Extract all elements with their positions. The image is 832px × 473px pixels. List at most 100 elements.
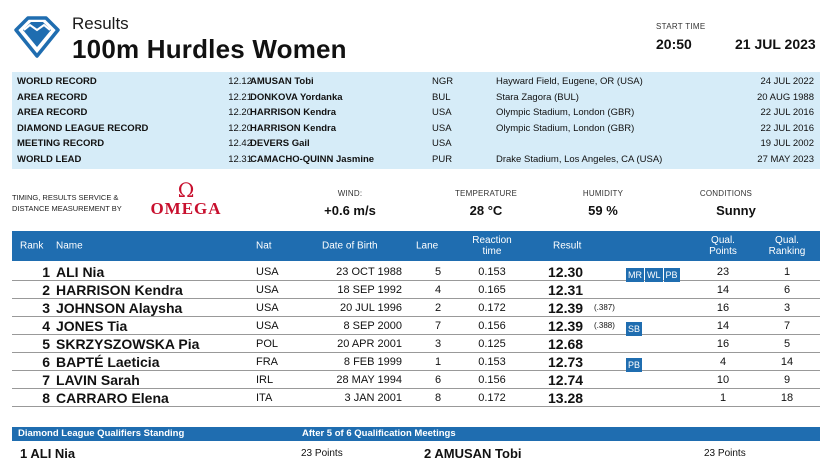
record-nat: BUL [432, 91, 451, 103]
record-row: AREA RECORD 12.20 HARRISON Kendra USA Olympi… [12, 105, 820, 121]
record-performance: 12.31 [228, 153, 252, 165]
record-type: DIAMOND LEAGUE RECORD [17, 122, 149, 134]
reaction-time: 0.153 [478, 266, 506, 278]
result-time: 12.68 [548, 336, 584, 352]
record-holder: DEVERS Gail [250, 138, 310, 149]
athlete-dob: 8 FEB 1999 [343, 356, 402, 368]
record-date: 24 JUL 2022 [760, 76, 814, 87]
omega-logo: Ω OMEGA [146, 180, 226, 222]
qual-ranking: 14 [780, 356, 794, 368]
record-venue: Stara Zagora (BUL) [496, 91, 579, 103]
header-reaction-line2: time [482, 246, 502, 257]
record-row: MEETING RECORD 12.42 DEVERS Gail USA 19 JUL … [12, 136, 820, 152]
result-rank: 6 [42, 354, 50, 370]
header-dob: Date of Birth [322, 240, 378, 252]
qual-points: 14 [716, 320, 730, 332]
qual-ranking: 9 [783, 374, 791, 386]
record-holder: HARRISON Kendra [250, 107, 337, 118]
athlete-nat: POL [256, 338, 279, 350]
record-type: WORLD LEAD [17, 153, 82, 165]
table-row: 8 CARRARO Elena ITA 3 JAN 2001 8 0.172 13.28 1 1… [12, 389, 820, 407]
header-lane: Lane [416, 240, 439, 252]
table-row: 6 BAPTÉ Laeticia FRA 8 FEB 1999 1 0.153 12.73 4… [12, 353, 820, 373]
table-row: 1 ALI Nia USA 23 OCT 1988 5 0.153 12.30 23 1 MR WL… [12, 263, 820, 282]
lane: 4 [434, 284, 442, 296]
record-nat: USA [432, 138, 452, 149]
record-performance: 12.12 [228, 76, 252, 87]
record-nat: USA [432, 122, 452, 134]
results-label: Results [72, 14, 129, 33]
page-title: 100m Hurdles Women [72, 34, 347, 64]
record-venue: Olympic Stadium, London (GBR) [496, 122, 635, 134]
athlete-dob: 18 SEP 1992 [337, 284, 402, 296]
standing-points-1: 23 Points [301, 448, 343, 459]
record-date: 22 JUL 2016 [760, 122, 814, 134]
record-type: AREA RECORD [17, 107, 88, 118]
athlete-dob: 20 APR 2001 [337, 338, 402, 350]
standing-header: Diamond League Qualifiers Standing After… [12, 427, 820, 441]
athlete-name: SKRZYSZOWSKA Pia [56, 336, 200, 352]
header-qual-points: Qual. Points [702, 235, 744, 257]
record-nat: PUR [432, 153, 453, 165]
result-rank: 5 [42, 336, 50, 352]
table-row: 2 HARRISON Kendra USA 18 SEP 1992 4 0.165 12.3… [12, 281, 820, 299]
qual-points: 23 [716, 266, 730, 278]
reaction-time: 0.156 [478, 374, 506, 386]
record-badges: PB [626, 355, 643, 373]
athlete-nat: USA [256, 302, 279, 314]
record-venue: Olympic Stadium, London (GBR) [496, 107, 635, 118]
header-qual-ranking: Qual. Ranking [764, 235, 810, 257]
result-time: 13.28 [548, 390, 584, 406]
result-time: 12.30 [548, 264, 584, 280]
timing-credit: TIMING, RESULTS SERVICE & DISTANCE MEASU… [12, 192, 142, 214]
start-time-label: START TIME [656, 22, 706, 31]
event-date: 21 JUL 2023 [735, 36, 816, 52]
record-badges: SB [626, 319, 643, 337]
qual-ranking: 3 [783, 302, 791, 314]
record-venue: Drake Stadium, Los Angeles, CA (USA) [496, 153, 663, 165]
reaction-time: 0.165 [478, 284, 506, 296]
reaction-time: 0.172 [478, 392, 506, 404]
athlete-nat: USA [256, 320, 279, 332]
record-row: DIAMOND LEAGUE RECORD 12.20 HARRISON Kendr… [12, 121, 820, 137]
athlete-dob: 20 JUL 1996 [340, 302, 402, 314]
omega-symbol-icon: Ω [177, 178, 195, 202]
record-venue: Hayward Field, Eugene, OR (USA) [496, 76, 643, 87]
standing-entry-1: 1 ALI Nia [20, 446, 76, 461]
standing-points-2: 23 Points [704, 448, 746, 459]
header-points-line1: Qual. [711, 235, 735, 246]
record-holder: HARRISON Kendra [250, 122, 337, 134]
header-reaction-line1: Reaction [472, 235, 512, 246]
records-panel: WORLD RECORD 12.12 AMUSAN Tobi NGR Hayward F… [12, 72, 820, 169]
record-holder: AMUSAN Tobi [250, 76, 314, 87]
conditions-label: CONDITIONS [699, 189, 753, 198]
record-performance: 12.20 [228, 122, 252, 134]
record-row: AREA RECORD 12.21 DONKOVA Yordanka BUL Stara… [12, 90, 820, 106]
record-type: AREA RECORD [17, 91, 88, 103]
start-time: 20:50 [656, 36, 692, 52]
record-performance: 12.42 [228, 138, 252, 149]
qual-ranking: 1 [783, 266, 791, 278]
standing-title: Diamond League Qualifiers Standing [18, 428, 185, 439]
result-time: 12.73 [548, 354, 584, 370]
wind-value: +0.6 m/s [324, 203, 376, 218]
qual-ranking: 5 [783, 338, 791, 350]
timing-line-1: TIMING, RESULTS SERVICE & [12, 193, 119, 202]
record-row: WORLD LEAD 12.31 CAMACHO-QUINN Jasmine PUR D… [12, 152, 820, 168]
record-date: 20 AUG 1988 [756, 91, 814, 103]
qual-points: 16 [716, 338, 730, 350]
athlete-name: ALI Nia [56, 264, 105, 280]
result-rank: 7 [42, 372, 50, 388]
record-date: 19 JUL 2002 [760, 138, 814, 149]
humidity-label: HUMIDITY [582, 189, 624, 198]
lane: 7 [434, 320, 442, 332]
athlete-dob: 23 OCT 1988 [336, 266, 402, 278]
record-badge: PB [663, 268, 680, 282]
record-holder: CAMACHO-QUINN Jasmine [250, 153, 375, 165]
timing-line-2: DISTANCE MEASUREMENT BY [12, 204, 122, 213]
reaction-time: 0.153 [478, 356, 506, 368]
wind-label: WIND: [337, 189, 363, 198]
result-time: 12.39 [548, 300, 584, 316]
reaction-time: 0.172 [478, 302, 506, 314]
result-time: 12.74 [548, 372, 584, 388]
